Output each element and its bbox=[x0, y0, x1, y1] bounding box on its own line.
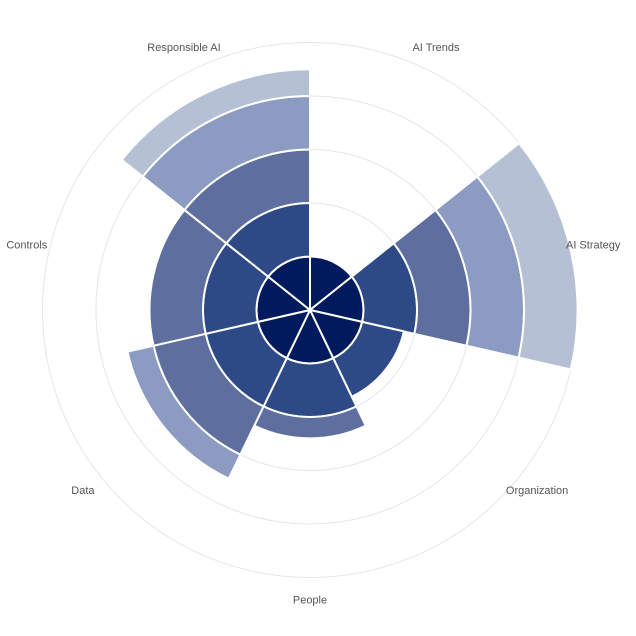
chart-segments bbox=[120, 68, 579, 481]
category-label-ai-strategy: AI Strategy bbox=[566, 239, 621, 251]
category-label-people: People bbox=[293, 594, 327, 606]
category-label-controls: Controls bbox=[6, 239, 47, 251]
bar-segment-data-level-4 bbox=[126, 344, 242, 481]
category-labels: AI Trends AI Strategy Organization People Da… bbox=[6, 42, 621, 606]
category-label-ai-trends: AI Trends bbox=[412, 42, 460, 54]
category-label-data: Data bbox=[71, 485, 95, 497]
bar-segment-ai-strategy-level-5 bbox=[475, 141, 579, 371]
category-label-organization: Organization bbox=[506, 485, 568, 497]
category-label-responsible-ai: Responsible AI bbox=[147, 42, 220, 54]
bar-segment-responsible-ai-level-5 bbox=[120, 68, 311, 178]
